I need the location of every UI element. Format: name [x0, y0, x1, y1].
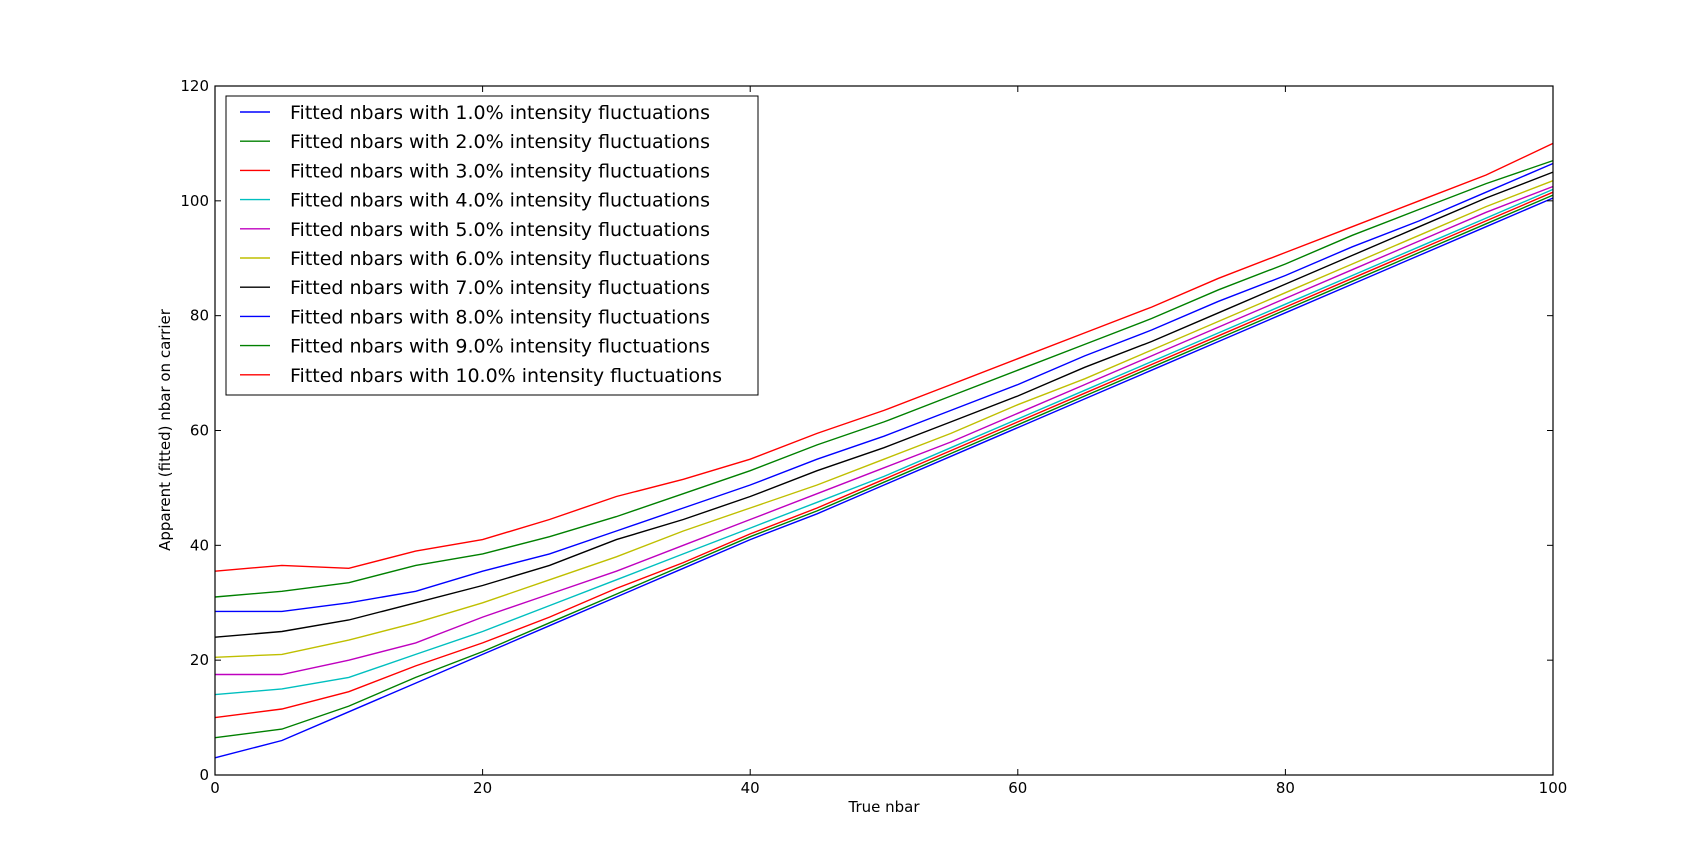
legend-label-4: Fitted nbars with 4.0% intensity fluctua…	[290, 190, 710, 212]
series-line-4	[214, 188, 1554, 696]
legend-label-1: Fitted nbars with 1.0% intensity fluctua…	[290, 102, 710, 124]
legend: Fitted nbars with 1.0% intensity fluctua…	[225, 95, 759, 396]
series-line-9	[214, 159, 1554, 598]
legend-label-6: Fitted nbars with 6.0% intensity fluctua…	[290, 248, 710, 270]
y-tick-label: 80	[190, 307, 209, 325]
x-tick-label: 40	[741, 779, 760, 797]
series-line-10	[214, 142, 1554, 572]
ticks-layer: 0 20 40 60 80 100 0 20 40 60 80 100 120	[180, 77, 1567, 797]
legend-label-5: Fitted nbars with 5.0% intensity fluctua…	[290, 219, 710, 241]
x-tick-label: 20	[473, 779, 492, 797]
y-tick-label: 40	[190, 536, 209, 554]
series-line-3	[214, 191, 1554, 719]
series-line-7	[214, 171, 1554, 638]
y-tick-label: 0	[199, 766, 209, 784]
x-tick-label: 80	[1276, 779, 1295, 797]
legend-label-2: Fitted nbars with 2.0% intensity fluctua…	[290, 131, 710, 153]
y-axis-label: Apparent (fitted) nbar on carrier	[156, 308, 174, 551]
x-axis-label: True nbar	[847, 798, 920, 816]
series-line-6	[214, 180, 1554, 658]
series-layer	[214, 142, 1554, 759]
series-line-5	[215, 185, 1554, 676]
legend-box	[225, 95, 759, 396]
legend-label-3: Fitted nbars with 3.0% intensity fluctua…	[290, 160, 710, 182]
legend-label-7: Fitted nbars with 7.0% intensity fluctua…	[290, 277, 710, 299]
legend-label-9: Fitted nbars with 9.0% intensity fluctua…	[290, 336, 710, 358]
x-tick-label: 100	[1539, 779, 1568, 797]
y-tick-label: 120	[180, 77, 209, 95]
legend-label-10: Fitted nbars with 10.0% intensity fluctu…	[290, 365, 722, 387]
y-tick-label: 60	[190, 422, 209, 440]
series-line-8	[215, 162, 1554, 613]
x-tick-label: 0	[210, 779, 220, 797]
y-tick-label: 100	[180, 192, 209, 210]
x-tick-label: 60	[1008, 779, 1027, 797]
y-tick-label: 20	[190, 651, 209, 669]
series-line-2	[214, 194, 1554, 739]
legend-label-8: Fitted nbars with 8.0% intensity fluctua…	[290, 306, 710, 328]
series-line-1	[214, 197, 1554, 759]
